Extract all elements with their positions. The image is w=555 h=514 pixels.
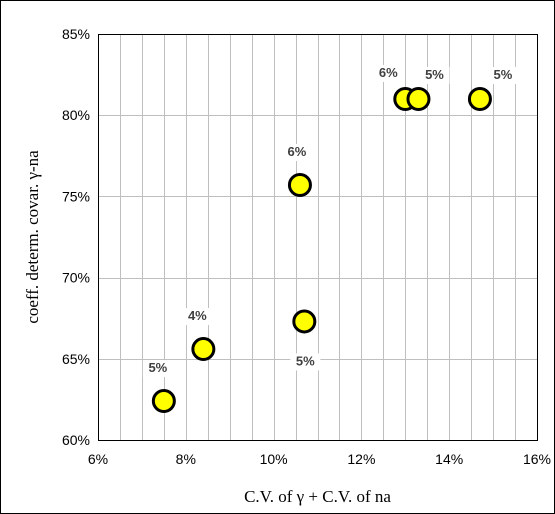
data-label: 5% xyxy=(425,67,444,82)
data-label-background xyxy=(290,353,321,371)
data-label-background xyxy=(281,144,312,162)
data-label: 5% xyxy=(494,67,513,82)
plot-area-border xyxy=(98,34,538,441)
y-tick-label: 80% xyxy=(62,107,90,123)
data-label: 6% xyxy=(379,65,398,80)
x-tick-label: 16% xyxy=(523,451,551,467)
data-label: 5% xyxy=(148,360,167,375)
data-point xyxy=(287,173,312,198)
data-label-background xyxy=(419,66,450,84)
y-tick-label: 60% xyxy=(62,432,90,448)
data-label: 4% xyxy=(188,308,207,323)
y-axis-tick-labels: 60% 65% 70% 75% 80% 85% xyxy=(62,26,90,448)
data-label-background xyxy=(373,64,404,82)
data-label-background xyxy=(487,66,518,84)
data-point xyxy=(292,309,317,334)
data-label: 5% xyxy=(296,353,315,368)
x-axis-title: C.V. of γ + C.V. of na xyxy=(244,487,391,506)
data-point xyxy=(151,389,176,414)
x-tick-label: 14% xyxy=(435,451,463,467)
y-tick-label: 65% xyxy=(62,351,90,367)
data-label-background xyxy=(142,360,173,378)
x-tick-label: 8% xyxy=(176,451,196,467)
y-tick-label: 70% xyxy=(62,270,90,286)
data-points xyxy=(151,86,492,414)
data-point xyxy=(406,86,431,111)
x-tick-label: 12% xyxy=(347,451,375,467)
data-label: 6% xyxy=(288,144,307,159)
y-tick-label: 85% xyxy=(62,26,90,42)
data-point xyxy=(467,86,492,111)
x-tick-label: 10% xyxy=(260,451,288,467)
x-tick-label: 6% xyxy=(88,451,108,467)
y-tick-label: 75% xyxy=(62,188,90,204)
y-axis-title: coeff. determ. covar. γ-na xyxy=(23,150,42,324)
data-label-background xyxy=(182,308,213,326)
x-axis-tick-labels: 6% 8% 10% 12% 14% 16% xyxy=(88,451,551,467)
data-labels: 5% 4% 6% 5% 6% 5% 5% xyxy=(142,64,518,378)
data-point xyxy=(191,337,216,362)
